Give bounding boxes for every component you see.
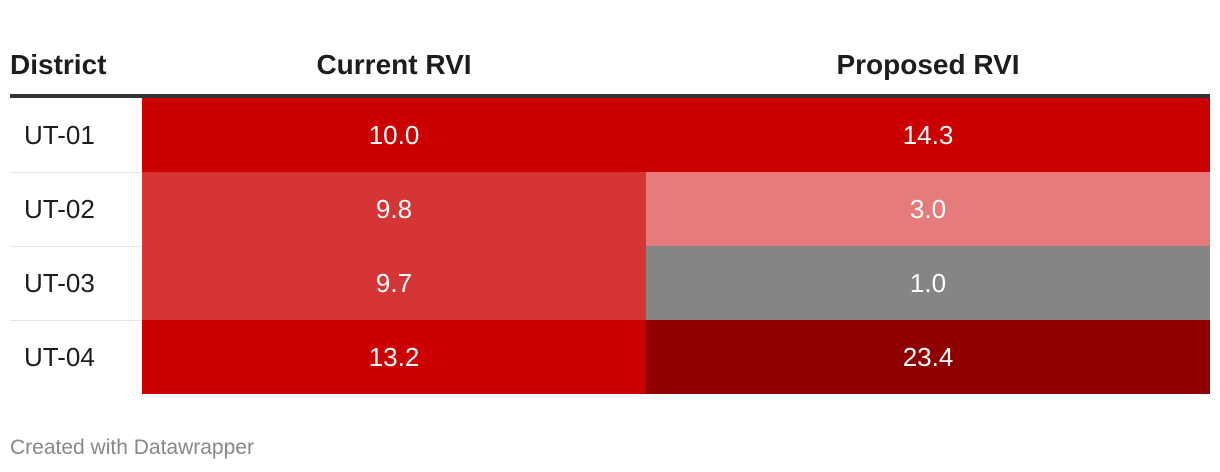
credit-footer: Created with Datawrapper (10, 436, 254, 459)
table-body: UT-01 10.0 14.3 UT-02 9.8 3.0 UT-03 9.7 1.0 UT-04… (10, 98, 1210, 394)
proposed-rvi-cell: 14.3 (646, 98, 1210, 172)
district-cell: UT-03 (10, 246, 142, 320)
current-rvi-cell: 9.7 (142, 246, 646, 320)
district-cell: UT-01 (24, 119, 95, 150)
data-table: District Current RVI Proposed RVI UT-01 1… (10, 36, 1210, 394)
table-header: District Current RVI Proposed RVI (10, 36, 1210, 98)
proposed-rvi-cell: 23.4 (646, 320, 1210, 394)
table-row: UT-04 13.2 23.4 (10, 320, 1210, 394)
table-row: UT-03 9.7 1.0 (10, 246, 1210, 320)
current-rvi-cell: 9.8 (142, 172, 646, 246)
column-header-proposed-rvi[interactable]: Proposed RVI (836, 49, 1020, 80)
proposed-rvi-cell: 1.0 (646, 246, 1210, 320)
current-rvi-cell: 13.2 (142, 320, 646, 394)
district-cell: UT-02 (10, 172, 142, 246)
proposed-rvi-cell: 3.0 (646, 172, 1210, 246)
table-row: UT-02 9.8 3.0 (10, 172, 1210, 246)
column-header-current-rvi[interactable]: Current RVI (316, 49, 472, 80)
current-rvi-cell: 10.0 (142, 98, 646, 172)
table-row: UT-01 10.0 14.3 (10, 98, 1210, 172)
column-header-district[interactable]: District (10, 49, 107, 80)
district-cell: UT-04 (10, 320, 142, 394)
